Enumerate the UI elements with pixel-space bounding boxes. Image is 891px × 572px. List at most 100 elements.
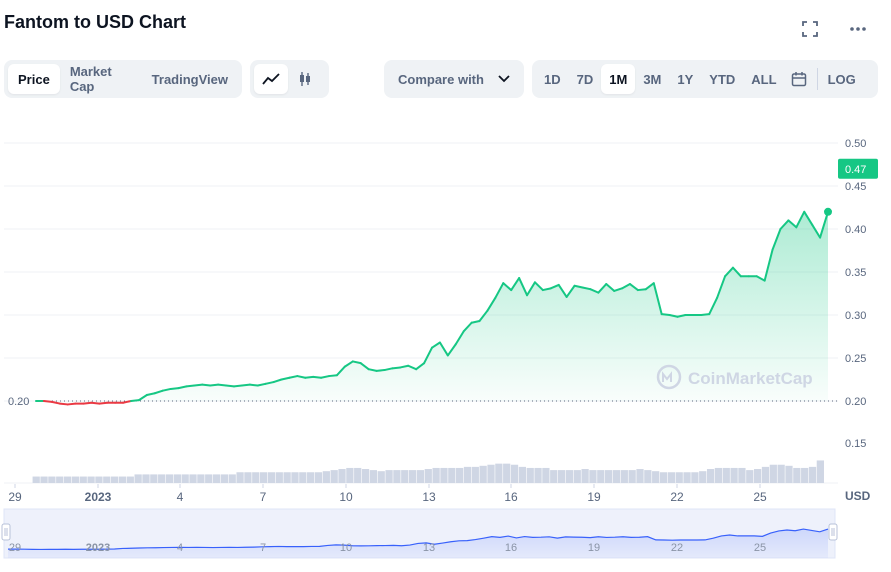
range-1y[interactable]: 1Y	[677, 71, 694, 87]
volume-bar	[761, 466, 770, 483]
price-line-segment	[494, 282, 505, 299]
range-ytd[interactable]: YTD	[709, 71, 736, 87]
range-7d[interactable]: 7D	[576, 71, 594, 87]
candlestick-icon	[300, 72, 310, 86]
price-line-segment	[811, 223, 822, 239]
price-line-segment	[557, 283, 568, 298]
price-line-segment	[462, 321, 473, 333]
range-3m[interactable]: 3M	[643, 71, 662, 87]
range-1d[interactable]: 1D	[544, 71, 561, 87]
volume-bar	[785, 465, 793, 483]
volume-bar	[495, 463, 503, 483]
range-divider	[816, 68, 818, 90]
current-price-tag: 0.47	[838, 158, 878, 179]
tab-price[interactable]: Price	[8, 64, 60, 94]
y-tick-label: 0.50	[845, 138, 866, 150]
price-line-segment	[644, 282, 655, 291]
calendar-button[interactable]	[785, 64, 813, 94]
volume-bar	[79, 476, 87, 483]
price-line-segment	[217, 383, 228, 387]
volume-bar	[573, 470, 581, 483]
volume-bar	[205, 474, 213, 483]
x-tick-label: 25	[753, 490, 767, 504]
volume-bar	[346, 467, 354, 483]
volume-bar	[479, 465, 487, 483]
volume-bar	[354, 467, 362, 483]
volume-bar	[87, 476, 95, 483]
price-line-segment	[763, 248, 774, 282]
coinmarketcap-logo-icon	[656, 364, 682, 390]
volume-bar	[550, 470, 558, 483]
price-line-segment	[66, 402, 77, 406]
navigator-handle-left[interactable]	[1, 523, 11, 541]
navigator-tick-label: 10	[340, 542, 352, 554]
price-line-segment	[359, 362, 370, 371]
price-line-segment	[502, 282, 513, 292]
volume-bar	[197, 474, 205, 483]
volume-bar	[40, 476, 48, 483]
x-tick-label: 7	[260, 490, 267, 504]
volume-bar	[628, 470, 636, 483]
volume-bar	[463, 466, 472, 483]
current-price-dot	[824, 207, 832, 216]
volume-bar	[597, 470, 605, 483]
price-line-segment	[90, 401, 101, 405]
price-line-segment	[533, 281, 544, 292]
log-toggle[interactable]: LOG	[827, 71, 856, 87]
price-line-segment	[636, 288, 647, 292]
price-line-segment	[225, 384, 235, 388]
volume-bar	[56, 476, 64, 483]
volume-bar	[793, 467, 801, 483]
volume-bar	[299, 472, 307, 483]
candlestick-button[interactable]	[288, 64, 322, 94]
volume-bar	[816, 460, 824, 483]
price-line-segment	[438, 341, 449, 357]
price-line-segment	[526, 281, 536, 297]
compare-with-dropdown[interactable]: Compare with	[384, 60, 524, 98]
price-line-segment	[335, 365, 346, 377]
price-line-segment	[518, 277, 529, 297]
price-line-segment	[613, 287, 624, 292]
volume-bar	[377, 471, 385, 483]
price-line-segment	[312, 375, 323, 379]
price-line-segment	[549, 283, 560, 290]
fullscreen-icon[interactable]	[799, 18, 821, 40]
price-chart[interactable]: 0.50 0.45 0.40 0.35 0.30 0.25 0.20 0.15 29 2023 4…	[0, 110, 891, 572]
price-line-segment	[755, 275, 766, 282]
price-line-segment	[367, 368, 378, 372]
price-line-segment	[771, 228, 782, 251]
price-line-segment	[185, 384, 196, 388]
volume-bar	[581, 469, 589, 483]
price-line-segment	[240, 383, 251, 387]
navigator-tick-label: 7	[260, 542, 266, 554]
x-tick-label: 19	[587, 490, 601, 504]
volume-bar	[126, 476, 134, 483]
price-line-segment	[708, 296, 719, 316]
more-icon[interactable]	[847, 18, 869, 40]
volume-bar	[518, 466, 526, 483]
x-tick-label: 13	[422, 490, 436, 504]
price-line-segment	[795, 210, 806, 229]
price-line-segment	[98, 401, 109, 405]
price-line-segment	[304, 375, 315, 379]
range-all[interactable]: ALL	[751, 71, 777, 87]
coinmarketcap-watermark: CoinMarketCap	[688, 369, 813, 388]
price-line-segment	[399, 364, 410, 369]
price-line-segment	[209, 383, 220, 387]
volume-bar	[385, 470, 393, 483]
volume-bar	[32, 476, 40, 483]
volume-bar	[542, 467, 550, 483]
volume-bar	[48, 476, 56, 483]
volume-bar	[401, 470, 409, 483]
volume-bar	[589, 470, 597, 483]
calendar-icon	[791, 72, 806, 87]
line-chart-button[interactable]	[254, 64, 288, 94]
price-line-segment	[454, 330, 465, 346]
navigator-handle-right[interactable]	[828, 523, 838, 541]
tab-market-cap[interactable]: Market Cap	[69, 64, 112, 94]
range-1m[interactable]: 1M	[601, 64, 636, 94]
navigator-tick-label: 19	[588, 542, 600, 554]
tab-tradingview[interactable]: TradingView	[151, 71, 228, 87]
price-line-segment	[122, 400, 133, 404]
y-tick-label: 0.15	[845, 438, 866, 450]
